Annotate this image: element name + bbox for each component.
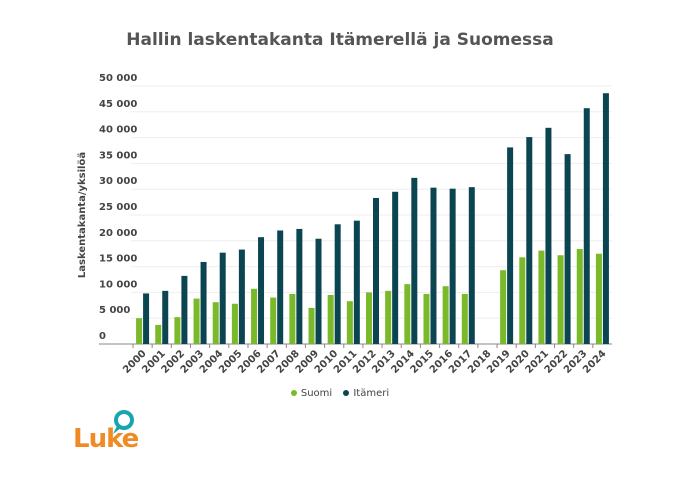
bar-suomi-2017 (461, 293, 468, 344)
bar-itämeri-2024 (602, 93, 609, 344)
bar-suomi-2015 (423, 293, 430, 344)
y-tick-label: 30 000 (99, 176, 137, 187)
bar-itämeri-2007 (277, 230, 284, 344)
bar-itämeri-2020 (526, 137, 533, 344)
bar-suomi-2001 (155, 324, 162, 344)
bar-suomi-2003 (193, 298, 200, 344)
y-tick-label: 15 000 (99, 254, 137, 265)
bar-itämeri-2003 (200, 261, 207, 344)
bar-suomi-2019 (500, 270, 507, 344)
y-tick-label: 0 (99, 331, 106, 342)
legend-item-suomi[interactable]: Suomi (290, 388, 333, 399)
bar-itämeri-2002 (181, 275, 188, 344)
bar-suomi-2005 (231, 303, 238, 344)
bar-itämeri-2021 (545, 127, 552, 345)
bar-suomi-2024 (595, 253, 602, 344)
speech-bubble-icon (113, 410, 134, 434)
bar-suomi-2014 (404, 284, 411, 344)
bar-itämeri-2013 (392, 191, 399, 344)
y-tick-label: 35 000 (99, 150, 137, 161)
bar-itämeri-2009 (315, 238, 322, 344)
bar-itämeri-2012 (373, 197, 379, 344)
chart-title: Hallin laskentakanta Itämerellä ja Suome… (126, 30, 554, 50)
bar-itämeri-2011 (353, 220, 360, 344)
bar-itämeri-2001 (162, 290, 169, 344)
bar-suomi-2008 (289, 293, 296, 344)
y-tick-label: 5 000 (99, 305, 130, 316)
bar-itämeri-2016 (449, 188, 456, 344)
bar-itämeri-2019 (507, 147, 514, 344)
y-tick-label: 10 000 (99, 279, 137, 290)
bar-itämeri-2015 (430, 187, 437, 344)
logo-text: Luke (73, 424, 139, 454)
legend-item-itameri[interactable]: Itämeri (343, 388, 389, 399)
bar-suomi-2020 (519, 257, 526, 344)
bar-suomi-2023 (576, 249, 583, 344)
bar-suomi-2006 (251, 288, 258, 344)
bar-suomi-2004 (212, 302, 219, 344)
bar-itämeri-2006 (258, 237, 265, 344)
legend-label: Suomi (300, 388, 333, 399)
bar-itämeri-2023 (583, 108, 590, 344)
y-tick-label: 25 000 (99, 202, 137, 213)
bar-itämeri-2004 (219, 252, 226, 344)
bar-suomi-2009 (308, 307, 315, 344)
legend-swatch (290, 390, 297, 396)
bar-suomi-2021 (538, 250, 545, 344)
legend-swatch (343, 390, 350, 396)
bar-suomi-2022 (557, 255, 564, 344)
bar-itämeri-2010 (334, 224, 341, 344)
bar-suomi-2012 (366, 292, 372, 344)
bar-suomi-2002 (174, 317, 181, 344)
legend-label: Itämeri (353, 388, 390, 399)
y-tick-label: 45 000 (99, 99, 137, 110)
bar-suomi-2007 (270, 297, 277, 344)
bar-suomi-2010 (327, 294, 334, 344)
bar-itämeri-2008 (296, 228, 303, 344)
bar-suomi-2000 (136, 318, 143, 344)
y-tick-label: 20 000 (99, 228, 137, 239)
bar-itämeri-2017 (468, 187, 475, 344)
y-tick-label: 50 000 (99, 73, 137, 84)
bar-itämeri-2022 (564, 154, 571, 344)
bar-itämeri-2005 (238, 249, 245, 344)
y-tick-label: 40 000 (99, 125, 137, 136)
bar-itämeri-2014 (411, 177, 418, 344)
y-axis-label: Laskentakanta/yksilöä (77, 152, 88, 278)
legend: Suomi Itämeri (0, 388, 680, 399)
bar-suomi-2013 (385, 290, 392, 344)
bar-itämeri-2000 (143, 293, 150, 344)
bar-suomi-2011 (346, 301, 353, 344)
bar-suomi-2016 (442, 286, 449, 344)
